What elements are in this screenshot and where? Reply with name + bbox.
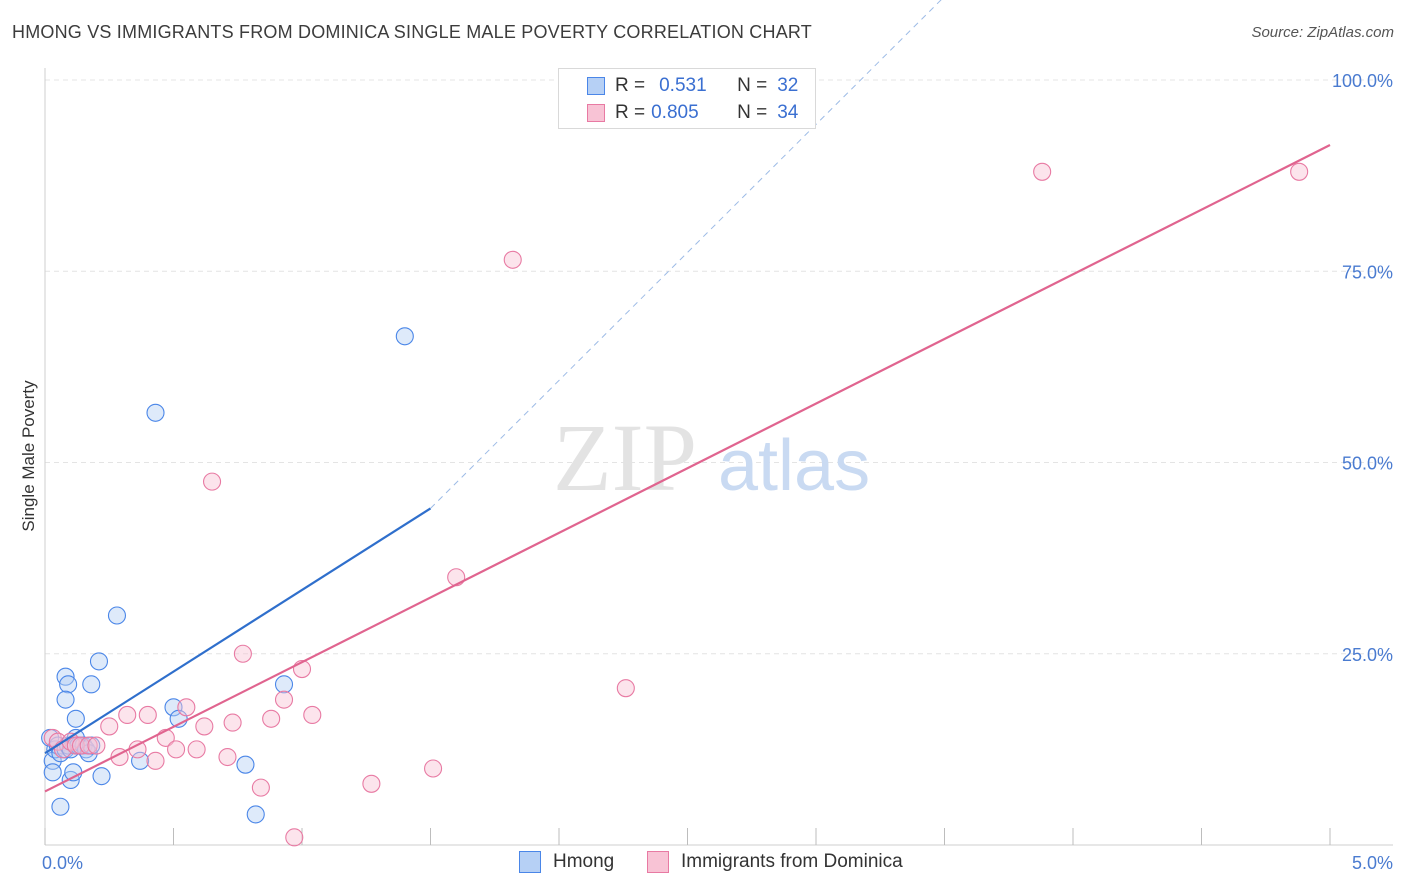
tick-labels: 25.0% 50.0% 75.0% 100.0% 0.0% 5.0% xyxy=(42,71,1393,873)
legend-n-label: N = xyxy=(737,75,768,96)
data-point-dominica xyxy=(616,679,635,698)
data-point-dominica xyxy=(71,736,91,755)
data-point-hmong xyxy=(82,675,101,694)
data-point-hmong xyxy=(66,709,85,728)
data-point-dominica xyxy=(303,705,322,725)
legend-item-hmong: Hmong xyxy=(519,851,614,873)
watermark: ZIP atlas xyxy=(553,404,870,511)
data-points xyxy=(41,162,1309,847)
y-axis-label: Single Male Poverty xyxy=(19,380,38,532)
legend-row-hmong: R = 0.531 N = 32 xyxy=(587,74,798,98)
legend-swatch-dominica xyxy=(647,851,669,873)
y-tick-label: 100.0% xyxy=(1332,71,1393,91)
legend-item-dominica: Immigrants from Dominica xyxy=(647,851,903,873)
data-point-dominica xyxy=(424,759,443,778)
x-tick-label: 0.0% xyxy=(42,853,83,873)
data-point-hmong xyxy=(274,675,294,694)
data-point-dominica xyxy=(362,774,381,793)
watermark-atlas: atlas xyxy=(718,426,870,506)
watermark-zip: ZIP xyxy=(553,404,697,511)
stats-legend: R = 0.531 N = 32 R = 0.805 N = 34 xyxy=(558,68,816,129)
data-point-dominica xyxy=(128,740,147,759)
legend-row-dominica: R = 0.805 N = 34 xyxy=(587,101,798,125)
y-tick-label: 75.0% xyxy=(1342,262,1393,282)
trend-lines xyxy=(44,0,1331,793)
data-point-dominica xyxy=(100,717,119,736)
data-point-dominica xyxy=(218,747,237,767)
legend-r-label: R = xyxy=(615,102,646,123)
data-point-hmong xyxy=(395,327,414,346)
chart-title: HMONG VS IMMIGRANTS FROM DOMINICA SINGLE… xyxy=(12,22,812,42)
series-legend: Hmong Immigrants from Dominica xyxy=(0,851,1406,879)
data-point-dominica xyxy=(195,717,214,736)
data-point-hmong xyxy=(164,698,183,717)
legend-label-hmong: Hmong xyxy=(553,851,615,872)
data-point-hmong xyxy=(59,675,78,694)
data-point-hmong xyxy=(92,767,111,786)
y-tick-label: 25.0% xyxy=(1342,645,1393,665)
data-point-hmong xyxy=(56,690,75,709)
data-point-dominica xyxy=(447,568,466,587)
data-point-hmong xyxy=(107,606,127,625)
x-tick-label: 5.0% xyxy=(1352,853,1393,873)
legend-swatch-dominica xyxy=(587,104,605,122)
legend-n-value-dominica: 34 xyxy=(777,102,799,123)
data-point-dominica xyxy=(262,709,281,728)
legend-r-value-dominica: 0.805 xyxy=(651,102,699,123)
data-point-dominica xyxy=(203,472,222,491)
legend-label-dominica: Immigrants from Dominica xyxy=(681,851,903,872)
data-point-dominica xyxy=(177,698,196,717)
data-point-hmong xyxy=(146,403,165,422)
legend-n-value-hmong: 32 xyxy=(777,75,799,96)
legend-swatch-hmong xyxy=(519,851,541,873)
trend-line-hmong xyxy=(44,507,432,755)
data-point-dominica xyxy=(233,644,252,663)
legend-r-label: R = xyxy=(615,75,646,96)
data-point-dominica xyxy=(223,713,242,732)
legend-swatch-hmong xyxy=(587,77,605,95)
legend-n-label: N = xyxy=(737,102,768,123)
data-point-dominica xyxy=(503,250,522,269)
data-point-dominica xyxy=(285,828,304,847)
data-point-dominica xyxy=(87,736,106,755)
data-point-dominica xyxy=(187,740,206,759)
data-point-dominica xyxy=(66,736,85,755)
chart-source: Source: ZipAtlas.com xyxy=(1251,24,1394,41)
data-point-dominica xyxy=(1033,162,1052,181)
data-point-dominica xyxy=(1290,162,1309,181)
data-point-hmong xyxy=(51,797,70,816)
data-point-dominica xyxy=(118,705,137,725)
grid-lines xyxy=(45,79,1393,655)
data-point-dominica xyxy=(146,751,165,770)
legend-r-value-hmong: 0.531 xyxy=(659,75,707,96)
trend-extension-hmong xyxy=(430,0,942,509)
trend-line-dominica xyxy=(44,144,1331,793)
data-point-hmong xyxy=(246,805,265,824)
data-point-dominica xyxy=(167,740,186,759)
data-point-hmong xyxy=(89,652,109,671)
data-point-hmong xyxy=(236,755,255,774)
data-point-dominica xyxy=(138,705,157,725)
data-point-dominica xyxy=(79,736,98,755)
data-point-dominica xyxy=(251,778,270,797)
data-point-hmong xyxy=(43,763,62,782)
data-point-hmong xyxy=(131,751,150,770)
y-tick-label: 50.0% xyxy=(1342,454,1393,474)
axes xyxy=(44,68,1393,846)
data-point-dominica xyxy=(274,690,294,709)
